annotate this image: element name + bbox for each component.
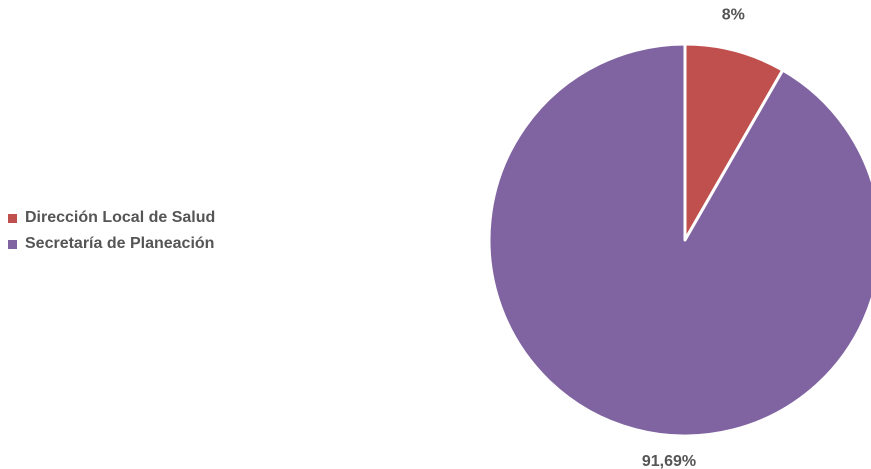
data-label-secretaria: 91,69%: [642, 453, 696, 469]
legend-item-secretaria-de-planeacion: Secretaría de Planeación: [8, 231, 215, 257]
legend-item-direccion-local-de-salud: Dirección Local de Salud: [8, 205, 215, 231]
legend-swatch-direccion: [8, 213, 17, 223]
chart-legend: Dirección Local de Salud Secretaría de P…: [8, 205, 215, 257]
legend-swatch-secretaria: [8, 239, 17, 249]
pie-slice-secretaria: [487, 42, 871, 438]
legend-label-secretaria: Secretaría de Planeación: [25, 235, 215, 252]
data-label-direccion: 8%: [722, 6, 745, 23]
legend-label-direccion: Dirección Local de Salud: [25, 209, 216, 226]
pie-slice-direccion: [683, 42, 785, 242]
pie-slices: [487, 42, 871, 438]
